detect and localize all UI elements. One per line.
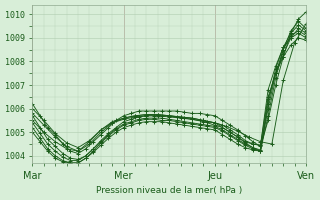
X-axis label: Pression niveau de la mer( hPa ): Pression niveau de la mer( hPa ) [96, 186, 243, 195]
